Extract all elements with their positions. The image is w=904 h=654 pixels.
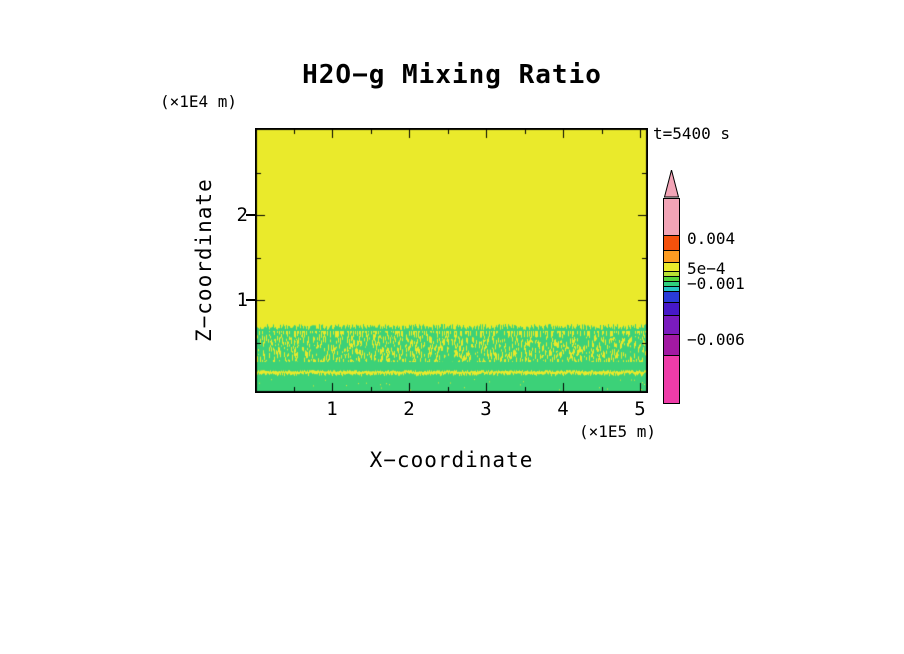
x-axis-label: X−coordinate [369,448,534,472]
x-tick-label: 4 [557,398,569,420]
x-axis-units: (×1E5 m) [578,422,656,441]
colorbar-segment [664,355,679,403]
colorbar-segment [664,250,679,262]
y-axis-tick [246,214,255,216]
colorbar-segment [664,291,679,302]
colorbar-tick-label: 5e−4 [687,259,726,278]
colorbar-segment [664,235,679,250]
y-axis-units: (×1E4 m) [160,92,238,111]
colorbar-tick-label: −0.001 [687,274,745,293]
x-tick-label: 1 [326,398,338,420]
y-axis-tick [246,299,255,301]
y-tick-label: 1 [236,289,248,311]
colorbar-segment [664,199,679,235]
colorbar-segment [664,334,679,355]
heatmap-plot-area [255,128,648,393]
colorbar-segment [664,262,679,271]
time-annotation: t=5400 s [653,124,731,143]
colorbar-segment [664,315,679,334]
colorbar [663,198,680,404]
y-axis-label: Z−coordinate [192,178,216,343]
colorbar-arrow-icon [663,170,680,198]
colorbar-segment [664,302,679,315]
colorbar-segment [664,271,679,276]
colorbar-segment [664,286,679,291]
x-tick-label: 2 [403,398,415,420]
colorbar-tick-label: −0.006 [687,330,745,349]
colorbar-tick-label: 0.004 [687,229,736,248]
plot-title: H2O−g Mixing Ratio [302,60,602,90]
y-tick-label: 2 [236,204,248,226]
colorbar-segment [664,276,679,281]
colorbar-segment [664,281,679,286]
x-tick-label: 5 [634,398,646,420]
x-tick-label: 3 [480,398,492,420]
